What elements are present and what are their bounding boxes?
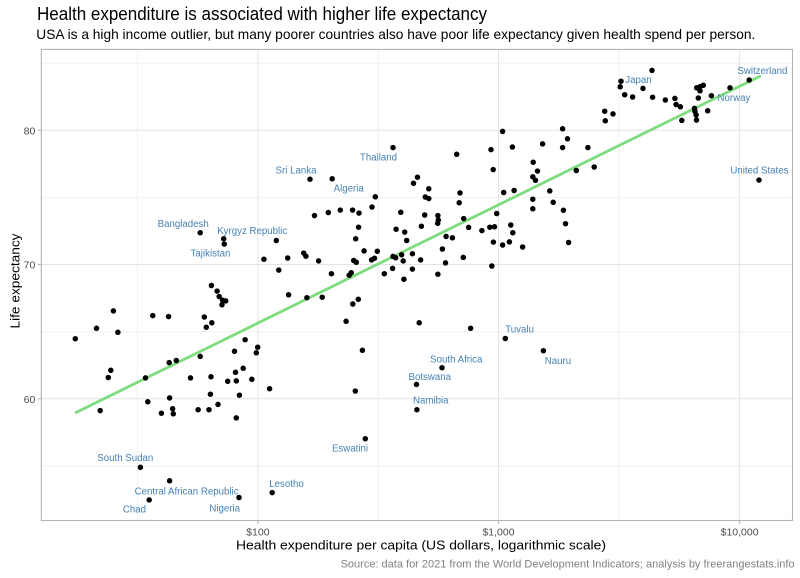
svg-text:Central African Republic: Central African Republic [135, 487, 239, 498]
svg-text:Thailand: Thailand [360, 152, 397, 163]
svg-text:Bangladesh: Bangladesh [158, 219, 209, 230]
svg-text:60: 60 [24, 394, 36, 406]
svg-text:Botswana: Botswana [409, 372, 452, 383]
svg-text:Norway: Norway [717, 93, 750, 104]
svg-text:Source: data for 2021 from the: Source: data for 2021 from the World Dev… [341, 559, 795, 571]
svg-text:Lesotho: Lesotho [269, 479, 303, 490]
svg-text:Health expenditure per capita: Health expenditure per capita (US dollar… [236, 537, 606, 552]
svg-text:Sri Lanka: Sri Lanka [276, 165, 318, 176]
svg-text:$100: $100 [246, 527, 270, 539]
svg-text:Tuvalu: Tuvalu [505, 324, 534, 335]
svg-text:Switzerland: Switzerland [737, 66, 787, 77]
svg-text:Japan: Japan [625, 75, 651, 86]
svg-text:Eswatini: Eswatini [332, 444, 368, 455]
svg-text:80: 80 [24, 125, 36, 137]
svg-text:United States: United States [730, 165, 788, 176]
svg-text:Algeria: Algeria [334, 184, 365, 195]
svg-text:Chad: Chad [123, 505, 146, 516]
svg-text:USA is a high income outlier,: USA is a high income outlier, but many p… [36, 26, 755, 42]
svg-text:Namibia: Namibia [413, 396, 449, 407]
svg-text:70: 70 [24, 260, 36, 272]
svg-text:Life expectancy: Life expectancy [8, 233, 23, 328]
svg-text:$10,000: $10,000 [721, 527, 759, 539]
svg-text:Health expenditure is associat: Health expenditure is associated with hi… [37, 4, 487, 24]
svg-text:Kyrgyz Republic: Kyrgyz Republic [217, 226, 287, 237]
svg-text:Nauru: Nauru [545, 356, 571, 367]
svg-text:$1,000: $1,000 [482, 527, 514, 539]
svg-text:South Africa: South Africa [430, 355, 483, 366]
svg-text:Nigeria: Nigeria [209, 504, 240, 515]
svg-text:Tajikistan: Tajikistan [191, 249, 231, 260]
svg-text:South Sudan: South Sudan [97, 453, 153, 464]
